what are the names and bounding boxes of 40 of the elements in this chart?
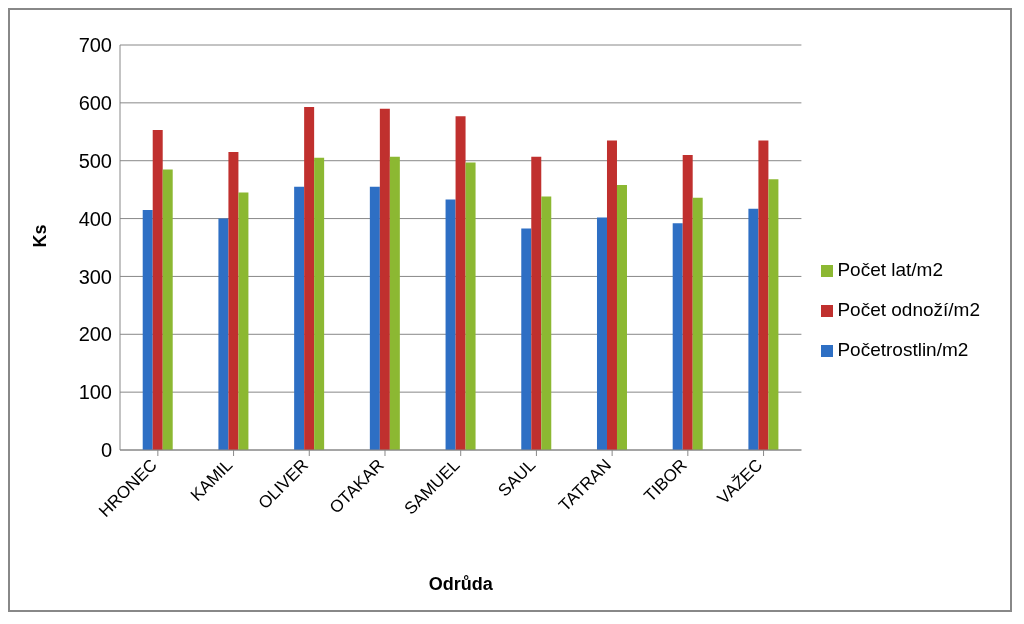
- x-axis-title: Odrůda: [428, 574, 494, 594]
- y-tick-label: 0: [100, 439, 112, 462]
- bar: [606, 140, 617, 450]
- bar: [142, 209, 153, 450]
- y-tick-label: 500: [78, 149, 112, 172]
- y-tick-label: 200: [78, 323, 112, 346]
- bar: [672, 223, 683, 450]
- legend-label: Početrostlin/m2: [837, 339, 969, 360]
- bar: [682, 154, 693, 450]
- bar: [152, 130, 163, 450]
- bar: [379, 108, 390, 450]
- bar: [218, 218, 229, 450]
- bar: [521, 228, 532, 450]
- y-tick-label: 700: [78, 34, 112, 57]
- bar: [369, 186, 380, 450]
- bar: [304, 106, 315, 450]
- bar: [455, 116, 466, 450]
- bar: [758, 140, 769, 450]
- legend-label: Počet lat/m2: [837, 259, 944, 280]
- y-axis-title: Ks: [30, 224, 51, 248]
- bar: [445, 199, 456, 450]
- bar: [294, 186, 305, 450]
- bar: [162, 169, 173, 450]
- legend-label: Počet odnoží/m2: [837, 299, 980, 320]
- bar: [238, 192, 249, 450]
- bar: [314, 157, 325, 450]
- y-tick-label: 300: [78, 265, 112, 288]
- y-tick-label: 100: [78, 381, 112, 404]
- bar: [768, 179, 779, 450]
- bar: [692, 197, 703, 450]
- bar: [389, 156, 400, 450]
- y-tick-label: 600: [78, 91, 112, 114]
- bar: [228, 152, 239, 450]
- bar: [531, 156, 542, 450]
- y-tick-label: 400: [78, 207, 112, 230]
- bar: [748, 208, 759, 450]
- bar: [616, 185, 627, 450]
- bar: [596, 217, 607, 450]
- bar: [541, 196, 552, 450]
- bar: [465, 162, 476, 450]
